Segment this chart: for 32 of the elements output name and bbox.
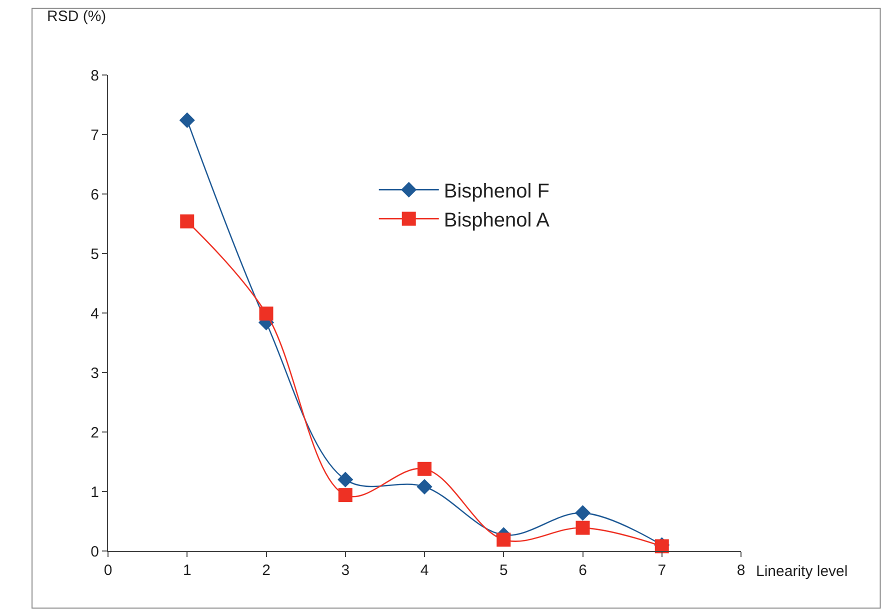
point bbox=[338, 472, 354, 488]
x-tick-label: 2 bbox=[262, 562, 270, 579]
legend-label: Bisphenol A bbox=[444, 210, 550, 232]
y-axis-title: RSD (%) bbox=[47, 8, 106, 25]
point bbox=[180, 214, 194, 228]
x-tick-label: 8 bbox=[736, 562, 746, 579]
point bbox=[179, 112, 195, 128]
point bbox=[574, 505, 591, 521]
x-tick-label: 1 bbox=[182, 562, 192, 579]
x-tick-label: 6 bbox=[578, 562, 587, 579]
x-tick-label: 0 bbox=[104, 562, 112, 579]
x-tick-label: 3 bbox=[341, 562, 350, 579]
y-tick-label: 0 bbox=[90, 543, 99, 560]
y-tick-label: 6 bbox=[90, 186, 99, 204]
point bbox=[418, 462, 432, 476]
point bbox=[496, 532, 511, 547]
y-tick-label: 7 bbox=[90, 126, 99, 144]
y-tick-label: 8 bbox=[90, 67, 99, 84]
x-axis-title: Linearity level bbox=[756, 563, 848, 580]
point bbox=[576, 520, 590, 535]
legend-label: Bisphenol F bbox=[444, 180, 550, 202]
x-tick-label: 7 bbox=[658, 562, 666, 579]
y-tick-label: 1 bbox=[90, 484, 99, 501]
x-tick-label: 4 bbox=[420, 562, 429, 579]
y-tick-label: 4 bbox=[90, 305, 99, 322]
y-tick-label: 2 bbox=[90, 424, 99, 442]
point bbox=[259, 306, 274, 321]
x-tick-label: 5 bbox=[499, 562, 508, 579]
y-tick-label: 3 bbox=[90, 364, 99, 382]
point bbox=[416, 478, 432, 495]
y-tick-label: 5 bbox=[90, 246, 99, 263]
point bbox=[338, 488, 352, 502]
